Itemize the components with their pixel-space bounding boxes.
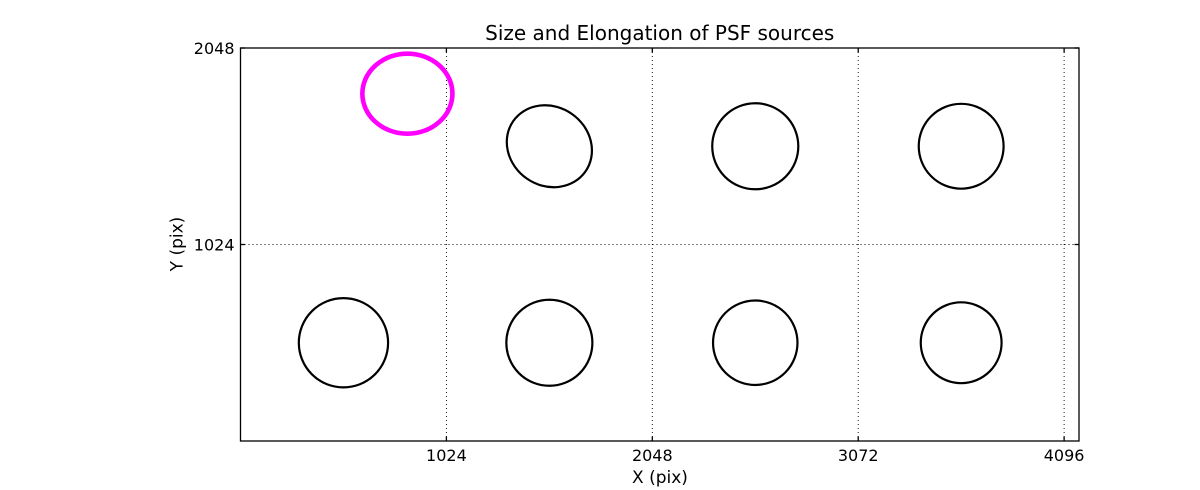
psf-source-ellipse (917, 102, 1005, 190)
x-axis-label: X (pix) (632, 468, 688, 488)
psf-source-ellipse (711, 299, 799, 387)
psf-source-ellipse (505, 298, 594, 387)
y-tick-label-1024: 1024 (194, 236, 235, 255)
plot-frame (239, 47, 1080, 442)
plot-title: Size and Elongation of PSF sources (485, 21, 834, 45)
x-tick-label-3072: 3072 (838, 446, 879, 465)
y-axis-label: Y (pix) (167, 217, 187, 273)
psf-sources-layer (297, 51, 1005, 389)
x-tick-label-1024: 1024 (426, 446, 467, 465)
tick-labels-layer: 1024 2048 3072 4096 1024 2048 (194, 39, 1085, 465)
y-tick-label-2048: 2048 (194, 39, 235, 58)
psf-source-ellipse (919, 301, 1003, 385)
psf-source-ellipse (711, 102, 800, 191)
psf-source-ellipse (505, 104, 594, 189)
x-tick-label-2048: 2048 (632, 446, 673, 465)
psf-source-ellipse (297, 297, 390, 389)
x-tick-label-4096: 4096 (1044, 446, 1085, 465)
gridlines-layer (240, 47, 1079, 441)
flagged-psf-source-ellipse (360, 51, 455, 136)
